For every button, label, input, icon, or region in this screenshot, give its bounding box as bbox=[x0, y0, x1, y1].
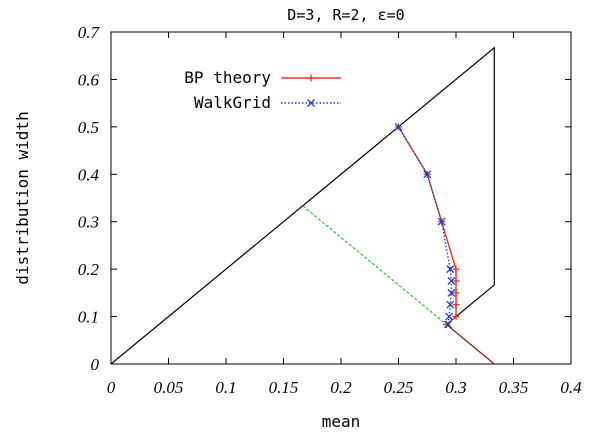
x-tick-label: 0.3 bbox=[445, 378, 466, 397]
y-tick-label: 0.5 bbox=[78, 118, 99, 137]
data-point-bp-theory bbox=[452, 277, 460, 285]
x-tick-label: 0.15 bbox=[269, 378, 299, 397]
x-tick-label: 0.05 bbox=[154, 378, 184, 397]
data-point-bp-theory bbox=[452, 265, 460, 273]
series-layer bbox=[394, 122, 460, 329]
x-tick-label: 0.25 bbox=[384, 378, 414, 397]
data-point-walkgrid bbox=[423, 170, 432, 179]
legend: BP theory WalkGrid bbox=[184, 68, 341, 112]
feasible-region-outline bbox=[110, 46, 495, 365]
data-point-walkgrid bbox=[394, 122, 403, 131]
data-point-bp-theory bbox=[452, 313, 460, 321]
legend-marker-bp-theory bbox=[307, 74, 315, 82]
y-tick-label: 0.6 bbox=[78, 70, 100, 89]
x-axis-ticks: 0 0.05 0.1 0.15 0.2 0.25 0.3 0.35 0.4 bbox=[107, 32, 582, 397]
x-tick-label: 0.2 bbox=[330, 378, 352, 397]
lower-edge-line bbox=[446, 324, 495, 365]
data-point-walkgrid bbox=[437, 217, 446, 226]
y-axis-label: distribution width bbox=[13, 111, 32, 284]
legend-marker-walkgrid bbox=[307, 99, 315, 107]
data-point-walkgrid bbox=[447, 277, 456, 285]
plot-area bbox=[110, 31, 572, 365]
y-tick-label: 0 bbox=[91, 355, 100, 374]
y-tick-label: 0.1 bbox=[78, 308, 99, 327]
series-line-bp-theory bbox=[397, 126, 457, 326]
y-tick-label: 0.3 bbox=[78, 213, 99, 232]
x-tick-label: 0.1 bbox=[215, 378, 236, 397]
y-tick-label: 0.4 bbox=[78, 165, 100, 184]
x-tick-label: 0 bbox=[107, 378, 116, 397]
data-point-walkgrid bbox=[446, 300, 455, 309]
x-tick-label: 0.35 bbox=[499, 378, 529, 397]
y-axis-ticks: 0 0.1 0.2 0.3 0.4 0.5 0.6 0.7 bbox=[78, 23, 571, 374]
x-tick-label: 0.4 bbox=[560, 378, 582, 397]
data-point-walkgrid bbox=[445, 312, 454, 321]
data-point-bp-theory bbox=[452, 289, 460, 297]
legend-label-walkgrid: WalkGrid bbox=[194, 93, 271, 112]
projection-line bbox=[302, 205, 447, 325]
y-tick-label: 0.2 bbox=[78, 260, 100, 279]
data-point-walkgrid bbox=[443, 320, 452, 329]
legend-label-bp-theory: BP theory bbox=[184, 68, 271, 87]
chart-title: D=3, R=2, ε=0 bbox=[287, 6, 404, 24]
data-point-walkgrid bbox=[446, 265, 455, 274]
boundary-lines bbox=[110, 46, 495, 365]
data-point-walkgrid bbox=[447, 288, 456, 297]
data-point-bp-theory bbox=[452, 301, 460, 309]
y-tick-label: 0.7 bbox=[78, 23, 101, 42]
x-axis-label: mean bbox=[322, 412, 361, 431]
